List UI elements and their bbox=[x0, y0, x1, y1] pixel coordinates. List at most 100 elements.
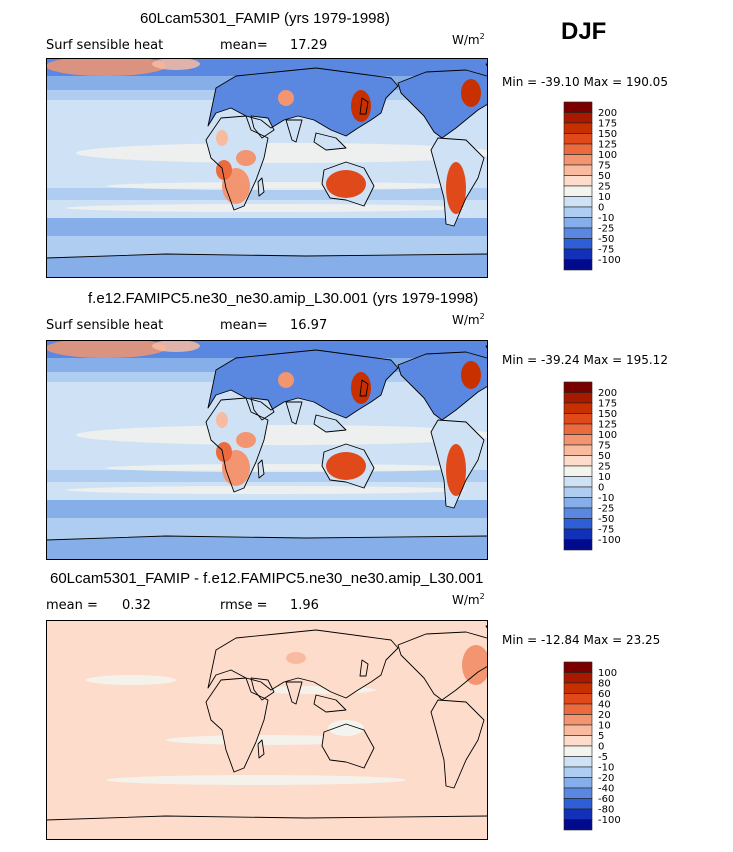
colorbar-tick-label: 10 bbox=[598, 721, 611, 732]
colorbar-tick-label: 150 bbox=[598, 409, 617, 420]
coastline bbox=[397, 69, 488, 139]
land-field bbox=[286, 682, 302, 704]
coastline bbox=[257, 177, 265, 197]
panel-1-mean-label: mean= bbox=[220, 38, 268, 53]
field-band bbox=[166, 735, 366, 745]
colorbar-tick-label: -10 bbox=[598, 493, 614, 504]
colorbar-tick-label: -100 bbox=[598, 815, 621, 826]
coastline bbox=[205, 115, 269, 211]
colorbar-tick-label: -75 bbox=[598, 245, 614, 256]
land-field bbox=[208, 630, 398, 698]
colorbar-box bbox=[563, 486, 593, 498]
colorbar-box bbox=[563, 808, 593, 820]
colorbar-tick-label: -60 bbox=[598, 794, 614, 805]
colorbar-box bbox=[563, 672, 593, 684]
field-hotspot bbox=[278, 90, 294, 106]
colorbar-box bbox=[563, 518, 593, 530]
colorbar-box bbox=[563, 777, 593, 789]
coastline bbox=[313, 694, 347, 713]
field-hotspot bbox=[328, 720, 364, 736]
colorbar-tick-label: -80 bbox=[598, 805, 614, 816]
coastline bbox=[430, 699, 485, 789]
coastline bbox=[359, 97, 369, 115]
colorbar-tick-label: -5 bbox=[598, 752, 608, 763]
coastline bbox=[321, 723, 375, 769]
panel-1-variable-label: Surf sensible heat bbox=[46, 38, 164, 53]
panel-2-title: f.e12.FAMIPC5.ne30_ne30.amip_L30.001 (yr… bbox=[88, 290, 479, 307]
colorbar-box bbox=[563, 476, 593, 488]
coastline bbox=[359, 659, 369, 677]
coastline bbox=[46, 535, 488, 541]
colorbar-tick-label: -20 bbox=[598, 773, 614, 784]
colorbar-box bbox=[563, 819, 593, 831]
season-label: DJF bbox=[561, 18, 607, 45]
colorbar-box bbox=[563, 259, 593, 271]
colorbar-tick-label: 150 bbox=[598, 129, 617, 140]
land-field bbox=[431, 700, 484, 788]
field-hotspot bbox=[446, 444, 466, 496]
field-hotspot bbox=[326, 452, 366, 480]
panel-2-map bbox=[46, 340, 488, 560]
coastline bbox=[257, 459, 265, 479]
colorbar-tick-label: 125 bbox=[598, 420, 617, 431]
colorbar-tick-label: 40 bbox=[598, 700, 611, 711]
land-field bbox=[286, 402, 302, 424]
land-field bbox=[208, 68, 398, 136]
colorbar-box bbox=[563, 787, 593, 799]
colorbar-tick-label: 0 bbox=[598, 203, 604, 214]
field-hotspot bbox=[461, 361, 481, 389]
coastline bbox=[430, 419, 485, 509]
colorbar-box bbox=[563, 133, 593, 145]
land-field bbox=[314, 133, 346, 150]
field-band bbox=[46, 236, 488, 258]
colorbar-box bbox=[563, 798, 593, 810]
field-hotspot bbox=[46, 58, 166, 76]
colorbar-box bbox=[563, 465, 593, 477]
colorbar-box bbox=[563, 381, 593, 393]
field-hotspot bbox=[216, 130, 228, 146]
colorbar-tick-label: 50 bbox=[598, 451, 611, 462]
coastline bbox=[205, 397, 269, 493]
map-frame bbox=[46, 340, 488, 560]
coastline bbox=[321, 161, 375, 207]
field-band bbox=[46, 188, 488, 200]
colorbar-tick-label: 20 bbox=[598, 710, 611, 721]
land-field bbox=[251, 116, 274, 138]
colorbar-box bbox=[563, 693, 593, 705]
colorbar-tick-label: 125 bbox=[598, 140, 617, 151]
field-hotspot bbox=[216, 160, 232, 180]
coastline bbox=[430, 137, 485, 227]
field-band bbox=[106, 464, 466, 472]
colorbar-tick-label: -10 bbox=[598, 763, 614, 774]
land-field bbox=[286, 120, 302, 142]
map-frame bbox=[46, 58, 488, 278]
coastline bbox=[46, 253, 488, 259]
field-band bbox=[66, 204, 466, 212]
coastline bbox=[207, 629, 399, 699]
colorbar-box bbox=[563, 724, 593, 736]
colorbar-box bbox=[563, 539, 593, 551]
land-field bbox=[206, 678, 268, 772]
field-hotspot bbox=[236, 432, 256, 448]
colorbar-tick-label: -25 bbox=[598, 504, 614, 515]
field-band bbox=[46, 500, 488, 518]
coastline bbox=[250, 677, 275, 701]
coastline bbox=[313, 414, 347, 433]
colorbar-box bbox=[563, 392, 593, 404]
colorbar-box bbox=[563, 703, 593, 715]
colorbar-box bbox=[563, 745, 593, 757]
colorbar-box bbox=[563, 497, 593, 509]
coastline bbox=[359, 379, 369, 397]
colorbar-box bbox=[563, 434, 593, 446]
land-field bbox=[208, 350, 398, 418]
panel-3-min-max: Min = -12.84 Max = 23.25 bbox=[502, 633, 661, 647]
field-band bbox=[106, 775, 406, 785]
field-band bbox=[106, 182, 466, 190]
colorbar-box bbox=[563, 164, 593, 176]
colorbar-tick-label: 25 bbox=[598, 462, 611, 473]
field-band bbox=[66, 486, 466, 494]
colorbar-box bbox=[563, 735, 593, 747]
